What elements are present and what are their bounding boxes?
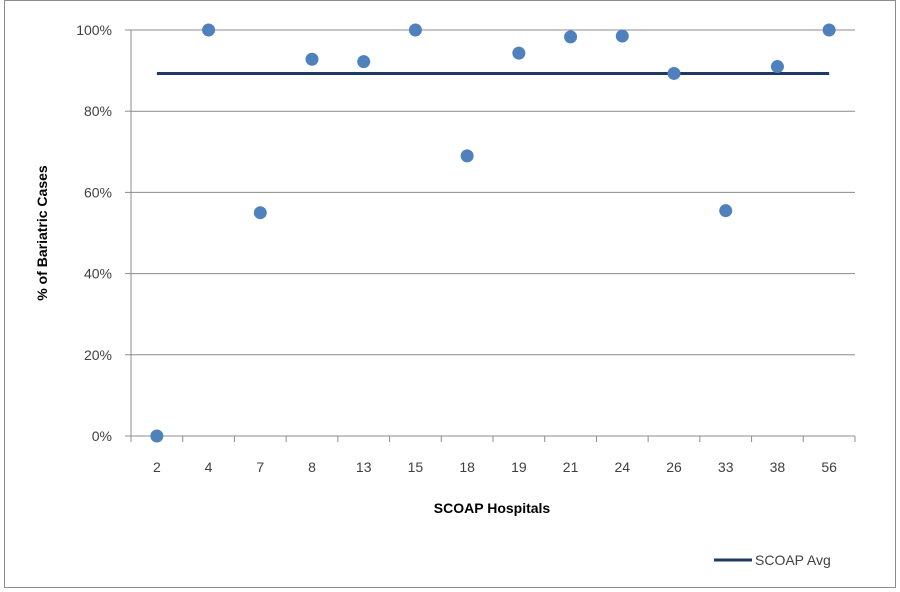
legend: SCOAP Avg <box>714 552 831 568</box>
data-point <box>408 23 422 37</box>
x-tick-label: 13 <box>356 459 372 475</box>
x-tick-label: 24 <box>614 459 630 475</box>
gridlines <box>125 29 855 437</box>
y-tick-label: 60% <box>84 184 112 200</box>
data-point <box>770 60 784 74</box>
x-tick-label: 21 <box>563 459 579 475</box>
x-tick-labels: 2 4 7 8 13 15 18 19 21 24 26 33 38 56 <box>153 459 837 475</box>
y-axis-title: % of Bariatric Cases <box>34 165 50 301</box>
x-tick-label: 38 <box>770 459 786 475</box>
x-tick-label: 19 <box>511 459 527 475</box>
data-point <box>564 30 578 44</box>
data-point <box>667 66 681 80</box>
data-point <box>460 149 474 163</box>
y-tick-label: 100% <box>76 22 112 38</box>
data-point <box>615 29 629 43</box>
data-point <box>202 23 216 37</box>
x-tick-label: 8 <box>308 459 316 475</box>
y-tick-label: 40% <box>84 266 112 282</box>
x-tick-label: 26 <box>666 459 682 475</box>
x-axis-title: SCOAP Hospitals <box>434 500 551 516</box>
y-tick-labels: 0% 20% 40% 60% 80% 100% <box>76 22 112 444</box>
x-tick-label: 4 <box>205 459 213 475</box>
chart-frame <box>4 0 896 588</box>
y-tick-label: 0% <box>92 428 112 444</box>
data-point <box>253 206 267 220</box>
data-point <box>512 46 526 60</box>
data-point <box>357 55 371 69</box>
data-point <box>822 23 836 37</box>
x-tick-label: 2 <box>153 459 161 475</box>
x-tick-label: 7 <box>256 459 264 475</box>
x-tick-label: 15 <box>408 459 424 475</box>
x-tick-label: 33 <box>718 459 734 475</box>
scatter-series <box>150 23 836 443</box>
data-point <box>150 429 164 443</box>
data-point <box>719 204 733 218</box>
data-point <box>305 52 319 66</box>
x-tick-label: 56 <box>821 459 837 475</box>
y-tick-label: 20% <box>84 347 112 363</box>
x-tick-label: 18 <box>459 459 475 475</box>
y-tick-label: 80% <box>84 103 112 119</box>
legend-entry-scoap-avg: SCOAP Avg <box>755 552 831 568</box>
axes <box>130 30 856 442</box>
